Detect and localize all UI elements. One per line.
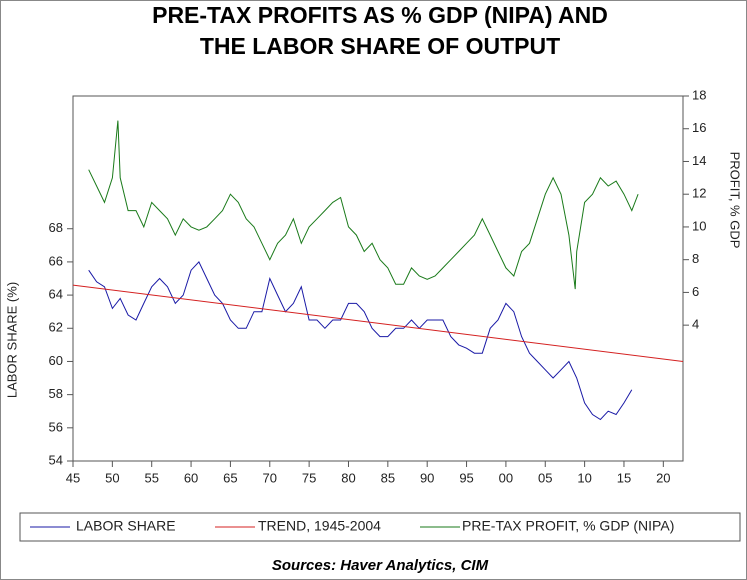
x-tick-label: 65 bbox=[223, 470, 237, 485]
y2-tick-label: 10 bbox=[692, 218, 706, 233]
legend bbox=[19, 512, 741, 542]
y2-tick-label: 4 bbox=[692, 317, 699, 332]
y-tick-label: 54 bbox=[49, 452, 63, 467]
x-tick-label: 75 bbox=[302, 470, 316, 485]
y-tick-label: 64 bbox=[49, 287, 63, 302]
x-tick-label: 05 bbox=[538, 470, 552, 485]
series-line bbox=[72, 284, 684, 362]
x-tick-label: 45 bbox=[66, 470, 80, 485]
y-tick-label: 66 bbox=[49, 253, 63, 268]
x-tick-label: 70 bbox=[263, 470, 277, 485]
x-tick-label: 85 bbox=[381, 470, 395, 485]
y-tick-label: 56 bbox=[49, 419, 63, 434]
y-axis-label: LABOR SHARE (%) bbox=[4, 282, 19, 398]
y2-tick-label: 18 bbox=[692, 87, 706, 102]
x-tick-label: 95 bbox=[459, 470, 473, 485]
y2-tick-label: 12 bbox=[692, 186, 706, 201]
y2-tick-label: 14 bbox=[692, 153, 706, 168]
x-tick-label: 80 bbox=[341, 470, 355, 485]
x-tick-label: 55 bbox=[144, 470, 158, 485]
chart-title: PRE-TAX PROFITS AS % GDP (NIPA) AND bbox=[152, 2, 608, 28]
series-line bbox=[88, 120, 639, 290]
y2-axis-label: PROFIT, % GDP bbox=[728, 152, 743, 249]
series-line bbox=[88, 261, 633, 421]
x-tick-label: 50 bbox=[105, 470, 119, 485]
x-tick-label: 20 bbox=[656, 470, 670, 485]
y2-tick-label: 8 bbox=[692, 251, 699, 266]
legend-label: TREND, 1945-2004 bbox=[258, 518, 381, 534]
legend-label: LABOR SHARE bbox=[76, 518, 176, 534]
source: Sources: Haver Analytics, CIM bbox=[272, 557, 489, 574]
y-tick-label: 62 bbox=[49, 320, 63, 335]
y-tick-label: 60 bbox=[49, 353, 63, 368]
x-tick-label: 15 bbox=[617, 470, 631, 485]
x-tick-label: 00 bbox=[499, 470, 513, 485]
x-tick-label: 90 bbox=[420, 470, 434, 485]
x-tick-label: 60 bbox=[184, 470, 198, 485]
x-tick-label: 10 bbox=[577, 470, 591, 485]
y2-tick-label: 16 bbox=[692, 120, 706, 135]
y-tick-label: 58 bbox=[49, 386, 63, 401]
chart-title: THE LABOR SHARE OF OUTPUT bbox=[200, 33, 560, 59]
y2-tick-label: 6 bbox=[692, 284, 699, 299]
plot-area bbox=[72, 95, 684, 462]
legend-label: PRE-TAX PROFIT, % GDP (NIPA) bbox=[462, 518, 674, 534]
y-tick-label: 68 bbox=[49, 220, 63, 235]
